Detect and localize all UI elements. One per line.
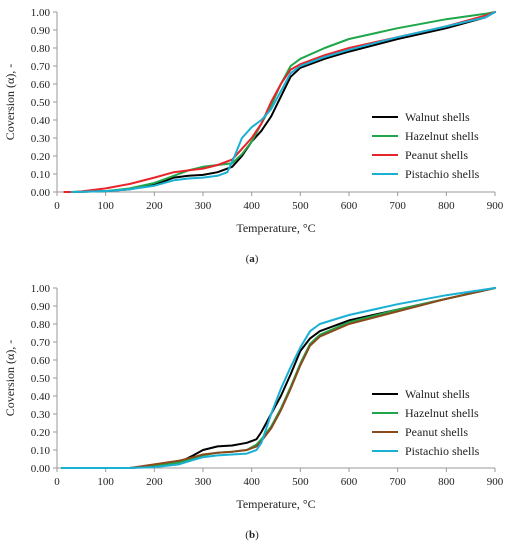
legend-label-peanut-shells: Peanut shells [405, 148, 468, 162]
x-tick-label: 600 [341, 476, 358, 488]
legend-label-hazelnut-shells: Hazelnut shells [405, 406, 479, 420]
x-tick-label: 900 [487, 476, 504, 488]
chart-panel-b: 0.00 0.10 0.20 0.30 0.40 0.50 0.60 0.70 0.80 0.90… [3, 283, 504, 541]
x-tick-label: 100 [97, 476, 114, 488]
series-line-peanut-shells [63, 11, 496, 193]
series-line-walnut-shells [70, 11, 496, 193]
y-tick-label: 0.50 [31, 373, 51, 385]
legend: Walnut shells Hazelnut shells Peanut shell… [372, 387, 480, 458]
legend-label-pistachio-shells: Pistachio shells [405, 167, 480, 181]
x-tick-label: 300 [195, 476, 212, 488]
series-line-hazelnut-shells [70, 11, 496, 193]
x-tick-label: 500 [292, 200, 309, 212]
series-line-walnut-shells [60, 287, 496, 469]
y-tick-label: 0.90 [31, 25, 51, 37]
x-tick-label: 200 [146, 476, 163, 488]
y-axis-label: Coversion (α), - [3, 340, 17, 417]
y-tick-label: 0.60 [31, 79, 51, 91]
x-tick-label: 100 [97, 200, 114, 212]
x-axis-label: Temperature, °C [236, 221, 315, 235]
legend-label-hazelnut-shells: Hazelnut shells [405, 129, 479, 143]
y-tick-label: 0.10 [31, 445, 51, 457]
y-tick-label: 0.00 [31, 463, 51, 475]
y-tick-label: 0.30 [31, 409, 51, 421]
x-tick-label: 200 [146, 200, 163, 212]
x-tick-label: 300 [195, 200, 212, 212]
x-tick-label: 0 [54, 200, 60, 212]
x-tick-label: 600 [341, 200, 358, 212]
y-tick-label: 0.10 [31, 169, 51, 181]
y-tick-label: 0.70 [31, 337, 51, 349]
x-tick-label: 700 [389, 200, 406, 212]
panel-label: (b) [245, 529, 259, 541]
series-line-hazelnut-shells [60, 287, 496, 469]
series-line-peanut-shells [60, 287, 496, 469]
x-tick-label: 400 [243, 476, 260, 488]
legend-label-walnut-shells: Walnut shells [405, 110, 470, 124]
x-tick-label: 800 [438, 200, 455, 212]
x-tick-label: 400 [243, 200, 260, 212]
y-tick-label: 0.60 [31, 355, 51, 367]
y-tick-label: 1.00 [31, 283, 51, 295]
x-tick-label: 500 [292, 476, 309, 488]
y-tick-label: 1.00 [31, 7, 51, 19]
y-tick-label: 0.90 [31, 301, 51, 313]
y-tick-label: 0.80 [31, 43, 51, 55]
y-tick-label: 0.30 [31, 133, 51, 145]
x-tick-label: 700 [389, 476, 406, 488]
y-tick-label: 0.20 [31, 151, 51, 163]
x-tick-label: 900 [487, 200, 504, 212]
legend-label-peanut-shells: Peanut shells [405, 425, 468, 439]
x-tick-label: 800 [438, 476, 455, 488]
y-tick-label: 0.40 [31, 391, 51, 403]
y-tick-label: 0.00 [31, 187, 51, 199]
x-axis-label: Temperature, °C [236, 497, 315, 511]
y-axis-label: Coversion (α), - [3, 64, 17, 141]
legend: Walnut shells Hazelnut shells Peanut shell… [372, 110, 480, 181]
y-tick-label: 0.50 [31, 97, 51, 109]
chart-panel-a: 0.00 0.10 0.20 0.30 0.40 0.50 0.60 0.70 0.80 0.90… [3, 7, 504, 265]
series-line-pistachio-shells [60, 287, 496, 469]
legend-label-pistachio-shells: Pistachio shells [405, 444, 480, 458]
legend-label-walnut-shells: Walnut shells [405, 387, 470, 401]
y-tick-label: 0.40 [31, 115, 51, 127]
panel-label: (a) [246, 253, 259, 265]
y-tick-label: 0.70 [31, 61, 51, 73]
y-tick-label: 0.80 [31, 319, 51, 331]
y-tick-label: 0.20 [31, 427, 51, 439]
x-tick-label: 0 [54, 476, 60, 488]
series-line-pistachio-shells [70, 11, 496, 193]
